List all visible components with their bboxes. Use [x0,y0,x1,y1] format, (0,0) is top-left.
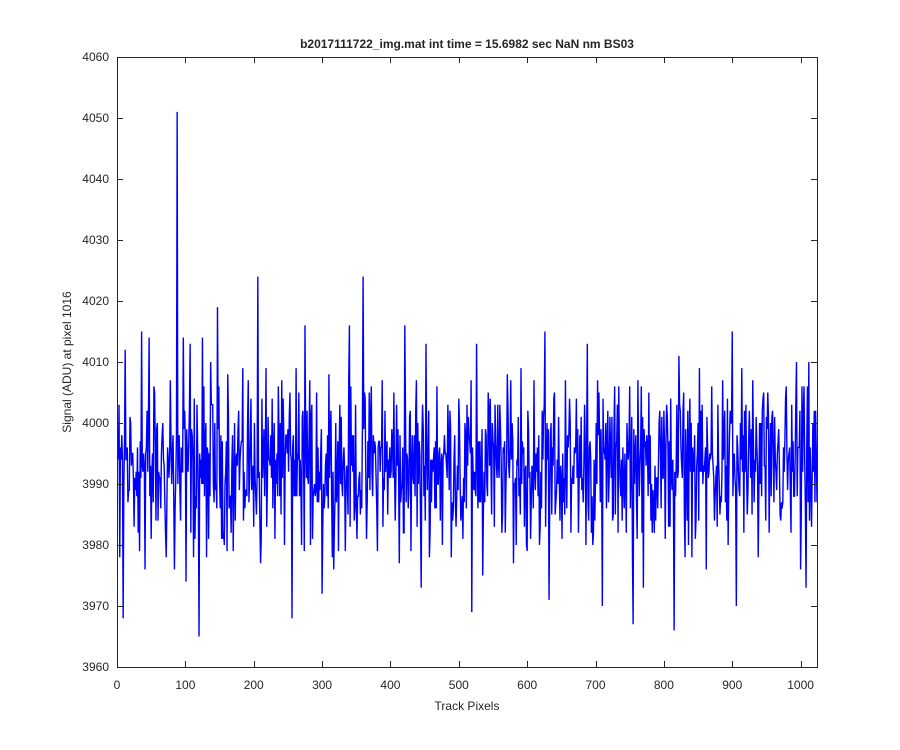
plot-area [117,57,817,667]
chart-title: b2017111722_img.mat int time = 15.6982 s… [300,37,634,51]
x-tick-label: 700 [586,678,606,692]
y-tick-label: 4060 [82,50,109,64]
x-axis: 0 100 200 300 400 500 600 700 800 900 1000 [114,57,814,692]
x-tick-label: 600 [517,678,537,692]
y-tick-label: 4010 [82,355,109,369]
x-tick-label: 400 [380,678,400,692]
y-tick-label: 4030 [82,233,109,247]
series-line [116,111,818,637]
x-tick-label: 300 [312,678,332,692]
y-axis: 3960 3970 3980 3990 4000 4010 4020 4030 4040 4050… [82,50,817,674]
y-tick-label: 3990 [82,477,109,491]
series-layer [116,111,818,637]
y-axis-label: Signal (ADU) at pixel 1016 [60,291,74,433]
x-axis-label: Track Pixels [435,699,500,713]
y-tick-label: 3980 [82,538,109,552]
x-tick-label: 200 [244,678,264,692]
y-tick-label: 4000 [82,416,109,430]
x-tick-label: 800 [654,678,674,692]
x-tick-label: 0 [114,678,121,692]
y-tick-label: 4050 [82,111,109,125]
y-tick-label: 3970 [82,599,109,613]
y-tick-label: 4040 [82,172,109,186]
y-tick-label: 3960 [82,660,109,674]
x-tick-label: 900 [722,678,742,692]
x-tick-label: 100 [175,678,195,692]
x-tick-label: 500 [449,678,469,692]
y-tick-label: 4020 [82,294,109,308]
x-tick-label: 1000 [787,678,814,692]
